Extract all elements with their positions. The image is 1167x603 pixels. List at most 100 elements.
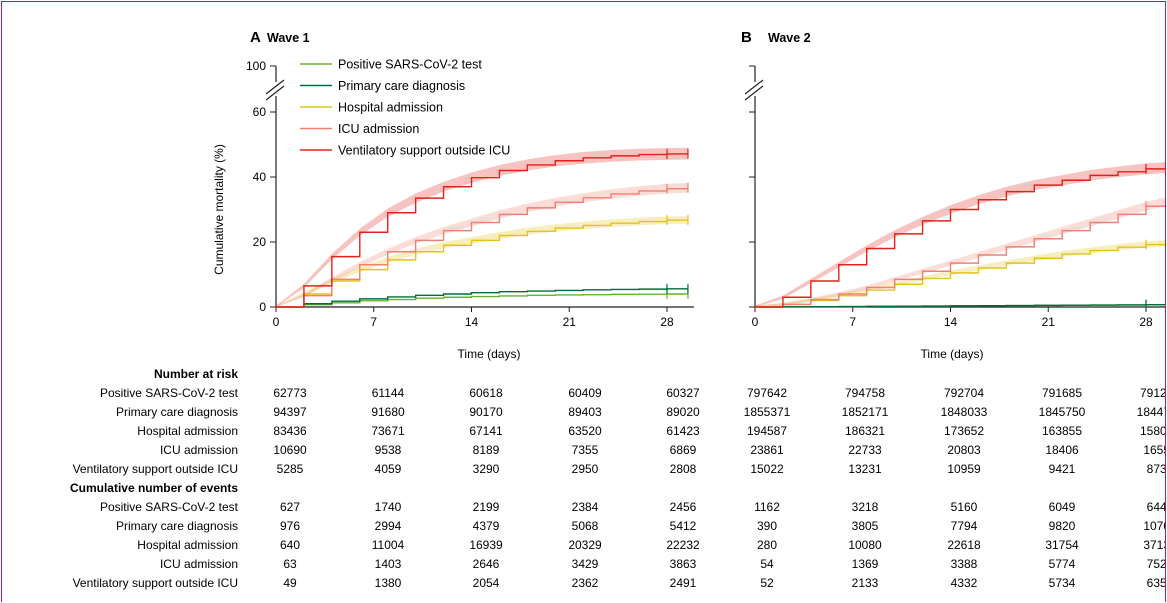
table-row: Hospital admission 640 11004 16939 20329 2223… — [137, 538, 1165, 552]
table-section: Cumulative number of events Positive SARS… — [70, 481, 1165, 590]
table-cell: 10959 — [947, 462, 981, 476]
table-cell: 6049 — [1049, 500, 1076, 514]
axis-break-mark — [265, 85, 285, 101]
x-tick-label: 21 — [1042, 315, 1056, 329]
series-positive-sars-cov-2-test — [276, 289, 689, 308]
table-row-label: Hospital admission — [137, 538, 238, 552]
series-line — [276, 288, 688, 308]
series-line — [276, 293, 688, 308]
table-cell: 5160 — [951, 500, 978, 514]
confidence-band — [755, 197, 1165, 307]
table-cell: 3388 — [951, 557, 978, 571]
table-cell: 5774 — [1049, 557, 1076, 571]
table-cell: 16559 — [1143, 443, 1165, 457]
series-line — [755, 205, 1165, 308]
table-cell: 6869 — [670, 443, 697, 457]
series-primary-care-diagnosis — [755, 299, 1165, 310]
table-cell: 9421 — [1049, 462, 1076, 476]
table-cell: 2199 — [473, 500, 500, 514]
table-row: ICU admission 63 1403 2646 3429 3863 54 1369 338… — [160, 557, 1165, 571]
table-cell: 67141 — [469, 424, 503, 438]
table-cell: 4059 — [375, 462, 402, 476]
series-hospital-admission — [755, 239, 1165, 308]
series-line — [755, 243, 1165, 308]
table-cell: 23861 — [750, 443, 784, 457]
table-cell: 5734 — [1049, 576, 1076, 590]
legend-item: ICU admission — [300, 122, 419, 136]
series-primary-care-diagnosis — [276, 283, 689, 308]
table-cell: 5285 — [277, 462, 304, 476]
table-cell: 1855371 — [744, 405, 791, 419]
table-row-label: Ventilatory support outside ICU — [73, 576, 238, 590]
table-cell: 791685 — [1042, 386, 1082, 400]
table-row: Primary care diagnosis 94397 91680 90170 894… — [116, 405, 1165, 419]
risk-table: Number at risk Positive SARS-CoV-2 test 62… — [70, 367, 1165, 590]
axis-break-mark — [744, 85, 764, 101]
table-row: Primary care diagnosis 976 2994 4379 5068 541… — [116, 519, 1165, 533]
table-row: Ventilatory support outside ICU 49 1380 205… — [73, 576, 1165, 590]
series-line — [276, 219, 689, 308]
table-cell: 1162 — [754, 500, 780, 514]
table-cell: 60327 — [666, 386, 700, 400]
table-row: Positive SARS-CoV-2 test 62773 61144 60618 6… — [100, 386, 1165, 400]
table-cell: 6350 — [1147, 576, 1165, 590]
legend-item: Hospital admission — [300, 101, 443, 115]
table-cell: 91680 — [371, 405, 405, 419]
table-section: Number at risk Positive SARS-CoV-2 test 62… — [73, 367, 1165, 476]
axis-break-mark — [744, 79, 764, 95]
legend-label: Hospital admission — [338, 101, 443, 115]
table-cell: 22733 — [848, 443, 882, 457]
table-cell: 7524 — [1147, 557, 1165, 571]
table-cell: 20329 — [568, 538, 602, 552]
table-row: Ventilatory support outside ICU 5285 4059 3… — [73, 462, 1165, 476]
table-row-label: Primary care diagnosis — [116, 519, 238, 533]
table-cell: 52 — [760, 576, 774, 590]
table-cell: 2994 — [375, 519, 402, 533]
table-cell: 1845750 — [1039, 405, 1086, 419]
panel-b: B Wave 2 0 7 14 21 28 Time (days) — [741, 29, 1165, 361]
series-ventilatory-support-outside-icu — [276, 147, 689, 308]
table-cell: 16939 — [469, 538, 503, 552]
legend-item: Ventilatory support outside ICU — [300, 144, 510, 158]
table-cell: 792704 — [944, 386, 984, 400]
table-cell: 54 — [760, 557, 774, 571]
table-section-title: Cumulative number of events — [70, 481, 238, 495]
table-cell: 158063 — [1140, 424, 1165, 438]
table-section-title: Number at risk — [154, 367, 238, 381]
table-row: Positive SARS-CoV-2 test 627 1740 2199 2384 2… — [100, 500, 1165, 514]
confidence-band — [276, 182, 688, 307]
table-row-label: Positive SARS-CoV-2 test — [100, 500, 239, 514]
table-cell: 186321 — [845, 424, 885, 438]
table-cell: 13231 — [848, 462, 882, 476]
table-cell: 194587 — [747, 424, 787, 438]
table-cell: 94397 — [273, 405, 307, 419]
table-cell: 10080 — [848, 538, 882, 552]
table-cell: 791236 — [1140, 386, 1165, 400]
table-cell: 20803 — [947, 443, 981, 457]
table-cell: 11004 — [372, 538, 405, 552]
table-cell: 6440 — [1147, 500, 1165, 514]
table-cell: 2384 — [572, 500, 599, 514]
table-cell: 797642 — [747, 386, 787, 400]
table-cell: 22232 — [666, 538, 700, 552]
series-line — [755, 168, 1165, 308]
axis-break-mark — [265, 79, 285, 95]
table-cell: 1848033 — [941, 405, 988, 419]
table-cell: 3805 — [852, 519, 879, 533]
table-cell: 976 — [280, 519, 300, 533]
table-cell: 5068 — [572, 519, 599, 533]
y-tick-label: 20 — [253, 235, 267, 249]
table-cell: 5412 — [670, 519, 697, 533]
x-tick-label: 0 — [273, 315, 280, 329]
legend-label: Ventilatory support outside ICU — [338, 144, 510, 158]
series-ventilatory-support-outside-icu — [755, 162, 1165, 308]
table-cell: 60409 — [568, 386, 602, 400]
table-cell: 89020 — [666, 405, 700, 419]
table-cell: 3863 — [670, 557, 697, 571]
table-cell: 1852171 — [842, 405, 889, 419]
x-tick-label: 0 — [752, 315, 759, 329]
table-row-label: ICU admission — [160, 557, 238, 571]
table-row-label: Primary care diagnosis — [116, 405, 238, 419]
